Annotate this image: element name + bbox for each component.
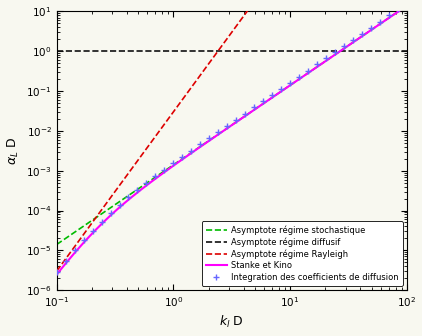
- Integration des coefficients de diffusion: [252, 106, 257, 110]
- Integration des coefficients de diffusion: [243, 112, 248, 116]
- Integration des coefficients de diffusion: [395, 7, 400, 11]
- Integration des coefficients de diffusion: [225, 124, 230, 128]
- Integration des coefficients de diffusion: [314, 62, 319, 67]
- Stanke et Kino: [116, 206, 121, 210]
- Stanke et Kino: [260, 102, 265, 106]
- Integration des coefficients de diffusion: [297, 75, 302, 79]
- Asymptote régime stochastique: [116, 200, 121, 204]
- Integration des coefficients de diffusion: [306, 69, 311, 73]
- Asymptote régime diffusif: [171, 49, 176, 53]
- Integration des coefficients de diffusion: [350, 38, 355, 42]
- Integration des coefficients de diffusion: [288, 81, 293, 85]
- Line: Integration des coefficients de diffusion: Integration des coefficients de diffusio…: [53, 0, 410, 276]
- Integration des coefficients de diffusion: [387, 13, 392, 17]
- Asymptote régime stochastique: [318, 62, 323, 67]
- Integration des coefficients de diffusion: [324, 56, 329, 60]
- Stanke et Kino: [213, 135, 218, 139]
- Asymptote régime stochastique: [144, 181, 149, 185]
- Integration des coefficients de diffusion: [234, 118, 239, 122]
- Legend: Asymptote régime stochastique, Asymptote régime diffusif, Asymptote régime Rayle: Asymptote régime stochastique, Asymptote…: [202, 221, 403, 286]
- Asymptote régime stochastique: [213, 134, 218, 138]
- Integration des coefficients de diffusion: [72, 248, 77, 252]
- Stanke et Kino: [404, 4, 409, 8]
- Integration des coefficients de diffusion: [90, 229, 95, 233]
- Asymptote régime stochastique: [404, 4, 409, 8]
- Y-axis label: $\alpha_L$ D: $\alpha_L$ D: [5, 137, 21, 165]
- Integration des coefficients de diffusion: [153, 174, 158, 178]
- Integration des coefficients de diffusion: [216, 130, 221, 134]
- Integration des coefficients de diffusion: [144, 181, 149, 185]
- Asymptote régime Rayleigh: [116, 184, 121, 188]
- Asymptote régime Rayleigh: [144, 146, 149, 150]
- Integration des coefficients de diffusion: [279, 87, 284, 91]
- Stanke et Kino: [288, 83, 293, 87]
- Asymptote régime stochastique: [260, 102, 265, 106]
- Integration des coefficients de diffusion: [63, 259, 68, 263]
- Integration des coefficients de diffusion: [261, 99, 266, 103]
- Integration des coefficients de diffusion: [368, 26, 373, 30]
- Asymptote régime Rayleigh: [54, 269, 59, 273]
- Integration des coefficients de diffusion: [54, 270, 59, 274]
- Integration des coefficients de diffusion: [341, 44, 346, 48]
- Integration des coefficients de diffusion: [171, 161, 176, 165]
- Integration des coefficients de diffusion: [189, 149, 194, 153]
- Stanke et Kino: [144, 183, 149, 187]
- Integration des coefficients de diffusion: [207, 136, 212, 140]
- Integration des coefficients de diffusion: [198, 142, 203, 146]
- Stanke et Kino: [318, 62, 323, 67]
- Line: Stanke et Kino: Stanke et Kino: [57, 6, 407, 275]
- Line: Asymptote régime stochastique: Asymptote régime stochastique: [57, 6, 407, 245]
- Integration des coefficients de diffusion: [377, 19, 382, 24]
- Integration des coefficients de diffusion: [99, 219, 104, 223]
- Integration des coefficients de diffusion: [360, 32, 365, 36]
- Integration des coefficients de diffusion: [180, 155, 185, 159]
- Integration des coefficients de diffusion: [333, 50, 338, 54]
- Integration des coefficients de diffusion: [81, 238, 86, 242]
- Asymptote régime stochastique: [288, 83, 293, 87]
- Integration des coefficients de diffusion: [270, 93, 275, 97]
- Integration des coefficients de diffusion: [117, 203, 122, 207]
- Asymptote régime stochastique: [54, 243, 59, 247]
- Integration des coefficients de diffusion: [135, 188, 140, 192]
- Integration des coefficients de diffusion: [126, 195, 131, 199]
- Integration des coefficients de diffusion: [108, 211, 113, 215]
- X-axis label: $k_l$ D: $k_l$ D: [219, 314, 244, 330]
- Line: Asymptote régime Rayleigh: Asymptote régime Rayleigh: [57, 0, 407, 271]
- Stanke et Kino: [54, 272, 59, 277]
- Asymptote régime Rayleigh: [213, 53, 218, 57]
- Integration des coefficients de diffusion: [404, 1, 409, 5]
- Integration des coefficients de diffusion: [162, 168, 167, 172]
